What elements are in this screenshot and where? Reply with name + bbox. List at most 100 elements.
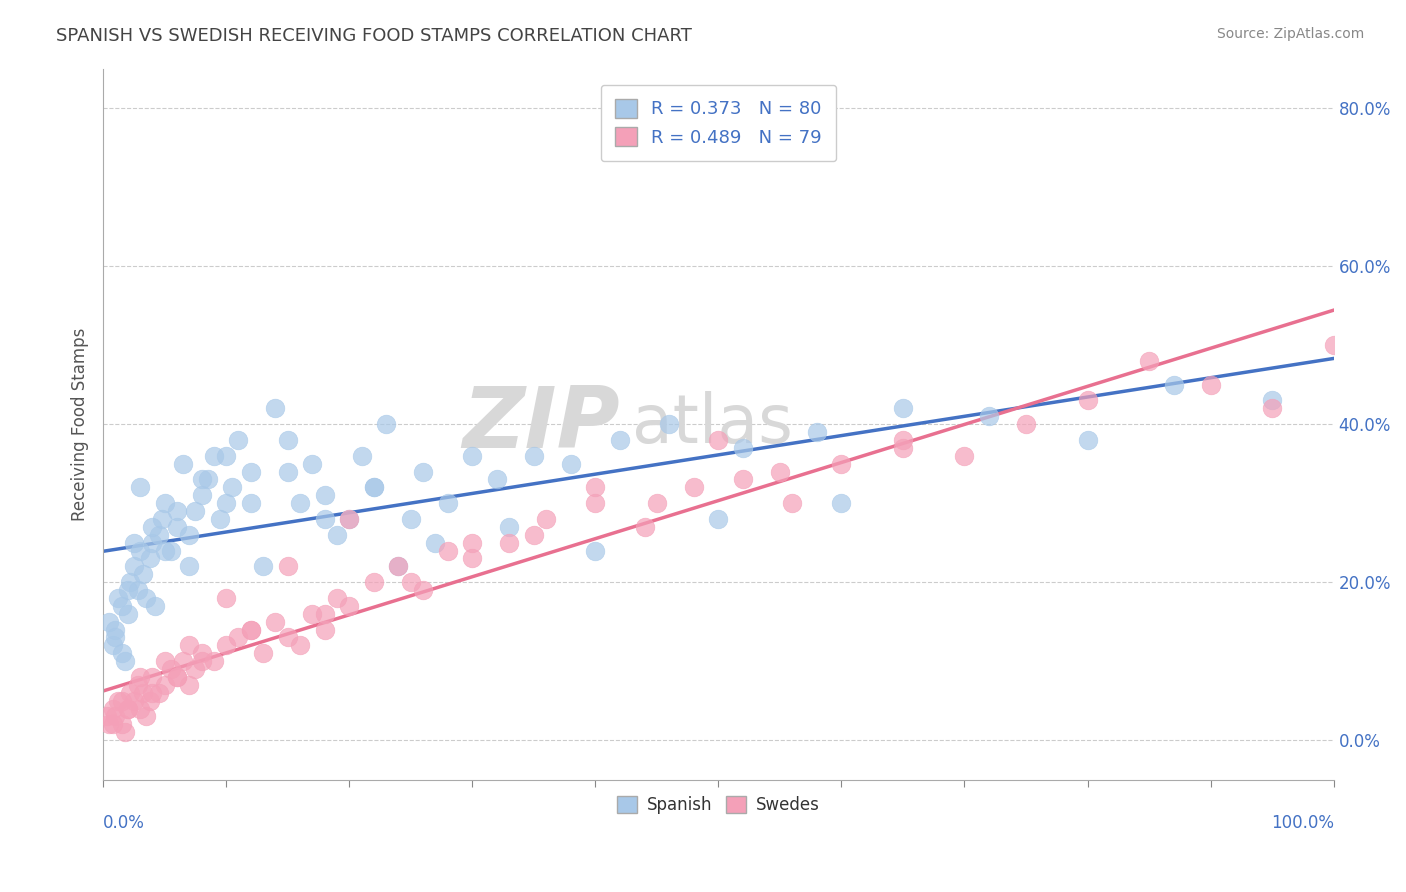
- Swedes: [110, 717, 132, 731]
- Y-axis label: Receiving Food Stamps: Receiving Food Stamps: [72, 327, 89, 521]
- Spanish: [830, 496, 852, 510]
- Spanish: [190, 488, 212, 502]
- Spanish: [350, 449, 373, 463]
- Spanish: [523, 449, 546, 463]
- Swedes: [337, 512, 360, 526]
- Spanish: [139, 551, 162, 566]
- Spanish: [122, 559, 145, 574]
- Spanish: [264, 401, 287, 416]
- Swedes: [288, 638, 311, 652]
- Spanish: [314, 512, 336, 526]
- Swedes: [117, 701, 139, 715]
- Swedes: [891, 433, 914, 447]
- Swedes: [363, 575, 385, 590]
- Spanish: [172, 457, 194, 471]
- Spanish: [135, 591, 157, 605]
- Swedes: [1199, 377, 1222, 392]
- Swedes: [1137, 354, 1160, 368]
- Spanish: [891, 401, 914, 416]
- Spanish: [117, 582, 139, 597]
- Spanish: [806, 425, 828, 439]
- Swedes: [731, 472, 754, 486]
- Spanish: [425, 535, 447, 549]
- Text: SPANISH VS SWEDISH RECEIVING FOOD STAMPS CORRELATION CHART: SPANISH VS SWEDISH RECEIVING FOOD STAMPS…: [56, 27, 692, 45]
- Swedes: [153, 654, 176, 668]
- Swedes: [252, 646, 274, 660]
- Swedes: [98, 717, 121, 731]
- Spanish: [436, 496, 458, 510]
- Spanish: [98, 615, 121, 629]
- Spanish: [141, 520, 163, 534]
- Swedes: [107, 693, 129, 707]
- Swedes: [96, 709, 118, 723]
- Spanish: [363, 480, 385, 494]
- Swedes: [891, 441, 914, 455]
- Spanish: [560, 457, 582, 471]
- Swedes: [399, 575, 422, 590]
- Spanish: [375, 417, 398, 431]
- Spanish: [252, 559, 274, 574]
- Swedes: [326, 591, 349, 605]
- Legend: Spanish, Swedes: Spanish, Swedes: [610, 789, 827, 822]
- Spanish: [583, 543, 606, 558]
- Swedes: [314, 607, 336, 621]
- Swedes: [139, 693, 162, 707]
- Swedes: [830, 457, 852, 471]
- Swedes: [190, 646, 212, 660]
- Spanish: [122, 535, 145, 549]
- Swedes: [583, 480, 606, 494]
- Swedes: [101, 701, 124, 715]
- Spanish: [337, 512, 360, 526]
- Spanish: [110, 646, 132, 660]
- Spanish: [179, 559, 201, 574]
- Spanish: [208, 512, 231, 526]
- Spanish: [153, 496, 176, 510]
- Spanish: [1076, 433, 1098, 447]
- Spanish: [239, 496, 262, 510]
- Spanish: [239, 465, 262, 479]
- Spanish: [131, 567, 153, 582]
- Swedes: [1323, 338, 1346, 352]
- Spanish: [314, 488, 336, 502]
- Swedes: [127, 678, 149, 692]
- Swedes: [215, 591, 238, 605]
- Spanish: [129, 543, 152, 558]
- Swedes: [120, 686, 142, 700]
- Swedes: [1015, 417, 1038, 431]
- Spanish: [179, 527, 201, 541]
- Swedes: [135, 709, 157, 723]
- Swedes: [436, 543, 458, 558]
- Spanish: [159, 543, 181, 558]
- Swedes: [190, 654, 212, 668]
- Swedes: [141, 670, 163, 684]
- Swedes: [387, 559, 409, 574]
- Spanish: [977, 409, 1000, 424]
- Spanish: [215, 449, 238, 463]
- Spanish: [498, 520, 520, 534]
- Swedes: [461, 535, 484, 549]
- Spanish: [707, 512, 730, 526]
- Swedes: [239, 623, 262, 637]
- Spanish: [117, 607, 139, 621]
- Spanish: [107, 591, 129, 605]
- Spanish: [114, 654, 136, 668]
- Swedes: [129, 670, 152, 684]
- Swedes: [117, 701, 139, 715]
- Swedes: [264, 615, 287, 629]
- Swedes: [953, 449, 976, 463]
- Spanish: [166, 504, 188, 518]
- Swedes: [131, 686, 153, 700]
- Spanish: [166, 520, 188, 534]
- Spanish: [731, 441, 754, 455]
- Swedes: [101, 717, 124, 731]
- Swedes: [337, 599, 360, 613]
- Swedes: [166, 670, 188, 684]
- Spanish: [127, 582, 149, 597]
- Spanish: [288, 496, 311, 510]
- Spanish: [141, 535, 163, 549]
- Spanish: [301, 457, 323, 471]
- Spanish: [1163, 377, 1185, 392]
- Swedes: [104, 709, 127, 723]
- Spanish: [184, 504, 207, 518]
- Swedes: [148, 686, 170, 700]
